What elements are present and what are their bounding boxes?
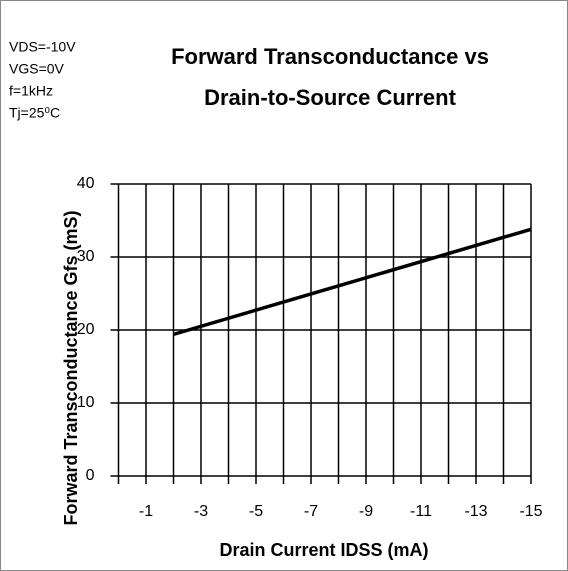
annotation: VDS=-10V (9, 39, 76, 55)
y-axis-label: Forward Transconductance Gfs (mS) (61, 210, 81, 525)
chart-title: Forward Transconductance vs (171, 44, 489, 69)
annotation: Tj=25⁰C (9, 105, 60, 121)
annotation: VGS=0V (9, 61, 65, 77)
x-tick-label: -3 (194, 503, 208, 520)
y-tick-label: 20 (77, 321, 95, 338)
x-tick-label: -11 (410, 503, 432, 520)
x-tick-label: -1 (139, 503, 153, 520)
annotation: f=1kHz (9, 83, 53, 99)
x-tick-label: -5 (249, 503, 263, 520)
y-tick-label: 10 (77, 394, 95, 411)
x-tick-label: -9 (359, 503, 373, 520)
y-tick-label: 40 (77, 175, 95, 192)
x-axis-label: Drain Current IDSS (mA) (219, 540, 428, 560)
x-tick-label: -7 (304, 503, 318, 520)
chart-title: Drain-to-Source Current (204, 85, 456, 110)
data-line (173, 227, 532, 337)
x-tick-label: -13 (464, 503, 487, 520)
y-tick-label: 0 (86, 467, 95, 484)
x-tick-label: -15 (519, 503, 542, 520)
y-tick-label: 30 (77, 248, 95, 265)
